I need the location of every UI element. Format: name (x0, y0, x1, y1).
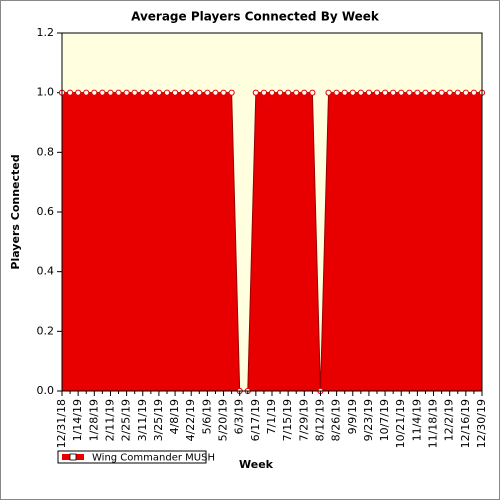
x-tick-label: 10/7/19 (378, 399, 391, 441)
x-tick-label: 5/20/19 (217, 399, 230, 441)
x-tick-label: 12/2/19 (443, 399, 456, 441)
x-axis-label: Week (239, 458, 274, 471)
marker (196, 89, 203, 96)
x-tick-label: 12/30/19 (475, 399, 488, 448)
marker (406, 89, 413, 96)
marker (398, 89, 405, 96)
marker (341, 89, 348, 96)
y-tick-label: 0.0 (37, 384, 55, 397)
marker (212, 89, 219, 96)
chart-title: Average Players Connected By Week (131, 10, 380, 24)
marker (462, 89, 469, 96)
marker (171, 89, 179, 96)
marker (252, 89, 259, 96)
marker (293, 89, 300, 96)
marker (99, 89, 106, 96)
marker (228, 89, 235, 96)
marker (123, 89, 130, 96)
marker (422, 89, 429, 96)
marker (381, 89, 389, 96)
marker (430, 89, 437, 96)
y-tick-label: 1.2 (37, 26, 55, 39)
x-tick-label: 12/31/18 (55, 399, 68, 448)
marker (268, 89, 276, 96)
marker (163, 89, 171, 96)
marker (470, 89, 478, 96)
marker (365, 89, 373, 96)
area (61, 92, 483, 392)
legend-label: Wing Commander MUSH (92, 453, 215, 464)
marker (309, 89, 316, 96)
x-tick-label: 12/16/19 (459, 399, 472, 448)
x-tick-label: 4/22/19 (184, 399, 197, 441)
marker (446, 89, 453, 96)
marker (147, 89, 154, 96)
marker (75, 89, 82, 96)
marker (438, 89, 445, 96)
marker (373, 89, 381, 96)
marker (188, 89, 195, 96)
marker (301, 89, 308, 96)
marker (325, 89, 332, 96)
marker (357, 89, 364, 96)
marker (220, 89, 227, 96)
x-tick-label: 2/11/19 (103, 399, 116, 441)
legend-box (57, 450, 207, 464)
marker (333, 89, 340, 96)
marker (260, 89, 268, 96)
x-tick-label: 3/25/19 (152, 399, 165, 441)
x-tick-label: 6/17/19 (249, 399, 262, 441)
marker (83, 89, 90, 96)
marker (180, 89, 187, 96)
x-tick-label: 10/21/19 (394, 399, 407, 448)
y-axis-label: Players Connected (9, 154, 22, 269)
x-tick-label: 8/12/19 (313, 399, 326, 441)
x-tick-label: 3/11/19 (136, 399, 149, 441)
marker (66, 89, 74, 96)
marker (107, 89, 114, 96)
x-tick-label: 9/23/19 (362, 399, 375, 441)
x-tick-label: 2/25/19 (120, 399, 133, 441)
x-tick-label: 4/8/19 (168, 399, 181, 434)
x-tick-label: 1/28/19 (87, 399, 100, 441)
x-tick-label: 5/6/19 (200, 399, 213, 434)
x-tick-label: 11/18/19 (427, 399, 440, 448)
x-tick-label: 6/3/19 (233, 399, 246, 434)
marker (139, 89, 146, 96)
y-tick-label: 0.6 (37, 205, 55, 218)
marker (454, 89, 461, 96)
x-tick-label: 7/29/19 (297, 399, 310, 441)
marker (414, 89, 421, 96)
plot-border (61, 32, 483, 392)
y-tick-label: 1.0 (37, 86, 55, 99)
marker (91, 89, 98, 96)
marker (115, 89, 122, 96)
marker (204, 89, 211, 96)
y-tick-label: 0.4 (37, 265, 55, 278)
x-tick-label: 7/1/19 (265, 399, 278, 434)
x-tick-label: 8/26/19 (330, 399, 343, 441)
marker (349, 89, 356, 96)
y-tick-label: 0.8 (37, 145, 55, 158)
marker (285, 89, 292, 96)
x-tick-label: 11/4/19 (410, 399, 423, 441)
marker (131, 89, 138, 96)
x-tick-label: 9/9/19 (346, 399, 359, 434)
marker (390, 89, 397, 96)
x-tick-label: 7/15/19 (281, 399, 294, 441)
marker (155, 89, 163, 96)
legend-marker (69, 453, 77, 461)
marker (276, 89, 284, 96)
y-tick-label: 0.2 (37, 324, 55, 337)
x-tick-label: 1/14/19 (71, 399, 84, 441)
